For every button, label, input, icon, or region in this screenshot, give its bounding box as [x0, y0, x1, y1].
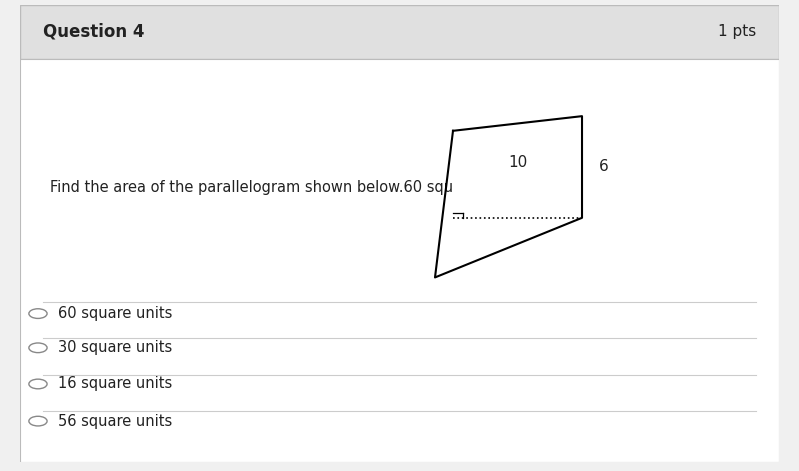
- Text: 10: 10: [508, 155, 527, 171]
- Text: 16 square units: 16 square units: [58, 376, 173, 391]
- Text: 1 pts: 1 pts: [718, 24, 756, 39]
- Text: Find the area of the parallelogram shown below.60 squ: Find the area of the parallelogram shown…: [50, 180, 454, 195]
- Text: 56 square units: 56 square units: [58, 414, 173, 429]
- Text: 30 square units: 30 square units: [58, 341, 173, 355]
- Text: 6: 6: [598, 160, 609, 174]
- Text: 60 square units: 60 square units: [58, 306, 173, 321]
- Text: Question 4: Question 4: [43, 23, 145, 41]
